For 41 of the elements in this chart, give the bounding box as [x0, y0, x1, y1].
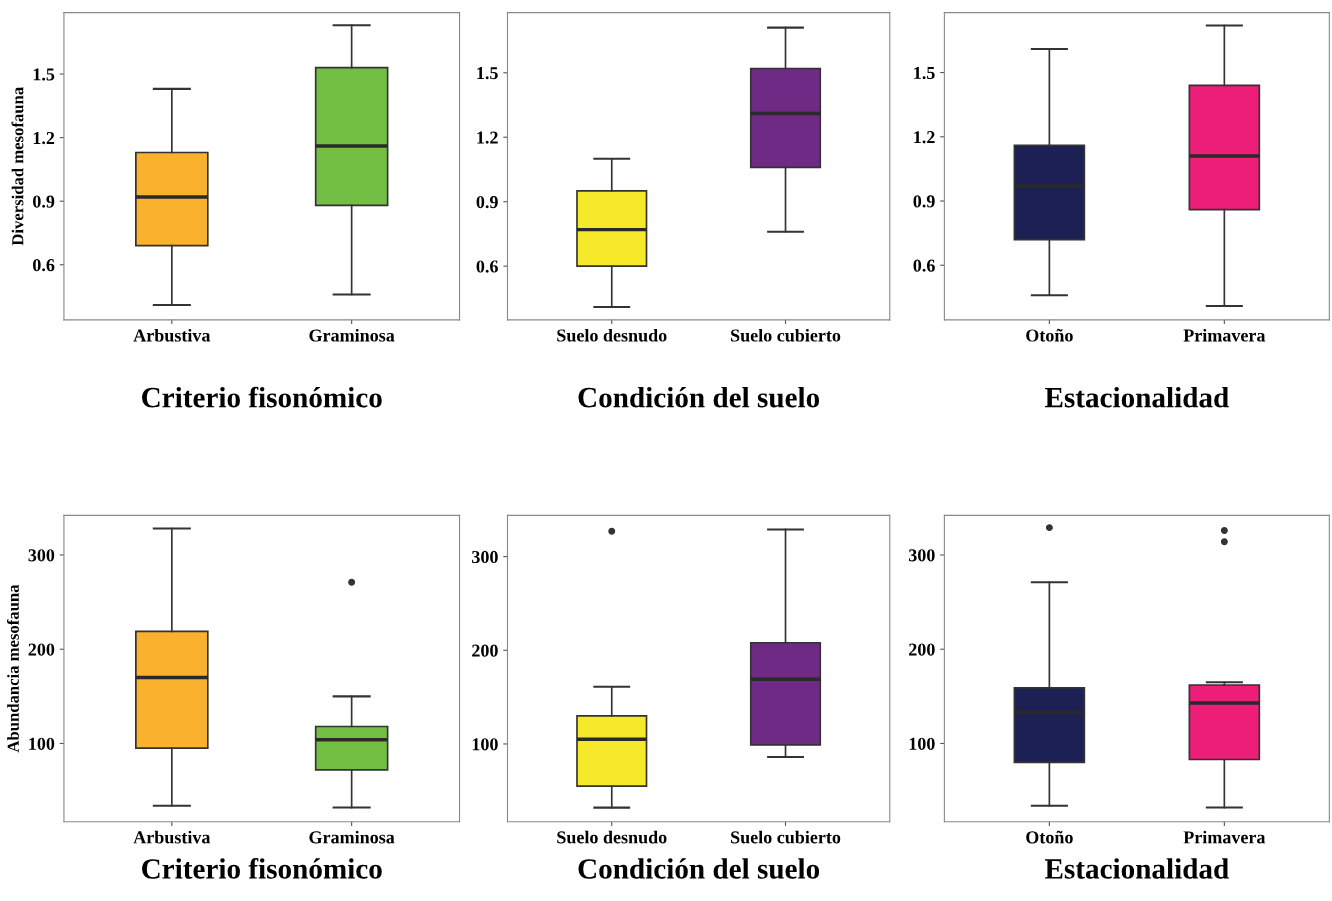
y-tick-label: 300 [472, 550, 498, 564]
y-tick-label: 300 [908, 549, 935, 562]
y-axis-title: Diversidad mesofauna [11, 87, 24, 246]
y-tick-label: 1.2 [477, 131, 498, 144]
y-tick-label: 1.5 [477, 67, 498, 80]
x-axis-title: Estacionalidad [1044, 386, 1229, 408]
x-tick-label: Suelo desnudo [557, 328, 667, 342]
x-tick-label: Primavera [1183, 830, 1266, 844]
x-tick-label: Arbustiva [133, 328, 211, 342]
y-tick-label: 0.6 [476, 260, 498, 273]
x-axis-title: Estacionalidad [1044, 858, 1229, 879]
y-tick-label: 1.5 [914, 66, 935, 80]
y-tick-label: 0.9 [476, 195, 498, 209]
x-tick-label: Otoño [1026, 328, 1073, 342]
x-axis-title: Condición del suelo [578, 858, 820, 879]
y-tick-label: 300 [28, 549, 55, 562]
x-tick-label: Graminosa [309, 328, 395, 342]
x-tick-label: Suelo cubierto [731, 328, 841, 342]
y-tick-label: 1.5 [33, 68, 55, 81]
y-tick-label: 200 [909, 643, 935, 656]
y-tick-label: 100 [472, 738, 498, 751]
y-tick-label: 200 [472, 644, 498, 657]
x-tick-label: Primavera [1183, 328, 1266, 342]
y-tick-label: 1.2 [33, 131, 55, 145]
x-axis-title: Condición del suelo [578, 386, 820, 408]
x-axis-title: Criterio fisonómico [142, 857, 382, 879]
x-axis-title: Criterio fisonómico [142, 386, 382, 408]
y-tick-label: 0.6 [33, 259, 55, 272]
x-tick-label: Graminosa [309, 830, 395, 844]
x-tick-label: Otoño [1026, 830, 1073, 844]
y-tick-label: 0.9 [913, 195, 935, 208]
y-axis-title: Abundancia mesofauna [6, 584, 19, 753]
y-tick-label: 100 [909, 737, 935, 750]
x-tick-label: Arbustiva [133, 830, 211, 844]
y-tick-label: 100 [29, 737, 55, 750]
y-tick-label: 200 [28, 643, 55, 656]
y-tick-label: 1.2 [914, 131, 935, 144]
x-tick-label: Suelo cubierto [731, 830, 841, 844]
x-tick-label: Suelo desnudo [557, 830, 667, 844]
y-tick-label: 0.9 [33, 195, 55, 208]
y-tick-label: 0.6 [913, 259, 935, 272]
